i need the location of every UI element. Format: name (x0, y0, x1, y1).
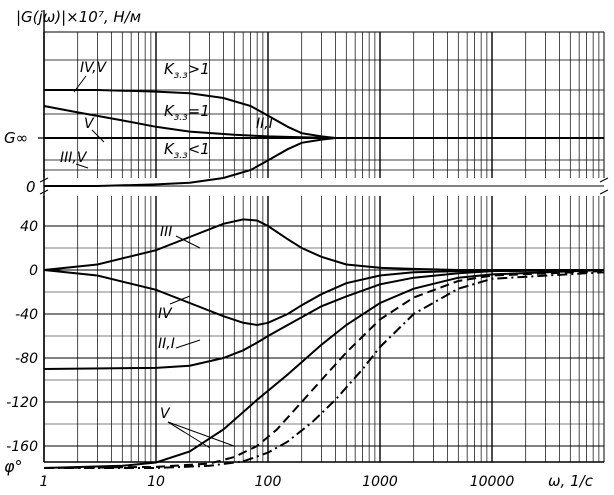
phase-series-4 (43, 270, 605, 469)
x-tick-label: 10000 (470, 474, 515, 490)
annotation-v-phase: V (160, 406, 171, 422)
annotation-leader (175, 339, 201, 349)
axis-break-mark (599, 189, 609, 195)
annotations: IV,V V III,V II,I Kз.з>1 Kз.з=1 Kз.з<1 III IV II,… (60, 60, 273, 449)
y-tick-label: 40 (20, 219, 38, 235)
phase-series-1 (43, 269, 605, 327)
y-tick-label: -80 (15, 351, 38, 367)
annotation-leader (75, 163, 89, 169)
y-tick-label: -120 (6, 395, 38, 411)
annotation-iv: IV (158, 306, 173, 322)
axis-break-mark (599, 177, 609, 183)
annotation-k-1: Kз.з=1 (164, 102, 210, 123)
annotation-ii-i: II,I (256, 116, 273, 132)
series (43, 89, 605, 469)
phase-series-5 (44, 271, 605, 469)
x-tick-label: 1000 (362, 474, 398, 490)
amplitude-zero-label: 0 (26, 178, 36, 196)
y-tick-label: 0 (29, 263, 38, 279)
annotation-iv-v: IV,V (80, 60, 108, 76)
g-infinity-label: G∞ (4, 129, 28, 147)
y-tick-label: -160 (6, 439, 38, 455)
annotation-leader (169, 295, 191, 305)
annotation-iii: III (160, 224, 172, 240)
y-tick-label: -40 (15, 307, 38, 323)
annotation-k-0: Kз.з>1 (164, 60, 210, 81)
annotation-v: V (84, 116, 95, 132)
annotation-leader (175, 235, 201, 249)
amplitude-series-1 (43, 105, 604, 139)
phase-series-3 (43, 269, 605, 469)
phase-series-0 (43, 218, 604, 271)
annotation-leader (91, 129, 105, 143)
phase-ylabel: φ° (4, 457, 23, 476)
annotation-leader (167, 421, 211, 449)
annotation-iii-v: III,V (60, 150, 88, 166)
x-axis-label: ω, 1/с (548, 472, 594, 490)
grid (38, 10, 609, 463)
annotation-k-2: Kз.з<1 (164, 140, 210, 161)
ticks: 40 0 -40 -80 -120 -160 1 10 100 1000 10000 (6, 219, 514, 490)
x-tick-label: 100 (255, 474, 282, 490)
x-tick-label: 10 (147, 474, 165, 490)
amplitude-ylabel: |G(jω)|×10⁷, Н/м (16, 8, 141, 26)
phase-series-2 (43, 269, 605, 370)
annotation-leader (167, 421, 235, 447)
amplitude-series-2 (44, 137, 604, 187)
annotation-leader (73, 75, 87, 93)
x-tick-label: 1 (40, 474, 49, 490)
annotation-ii-i-phase: II,I (158, 336, 175, 352)
